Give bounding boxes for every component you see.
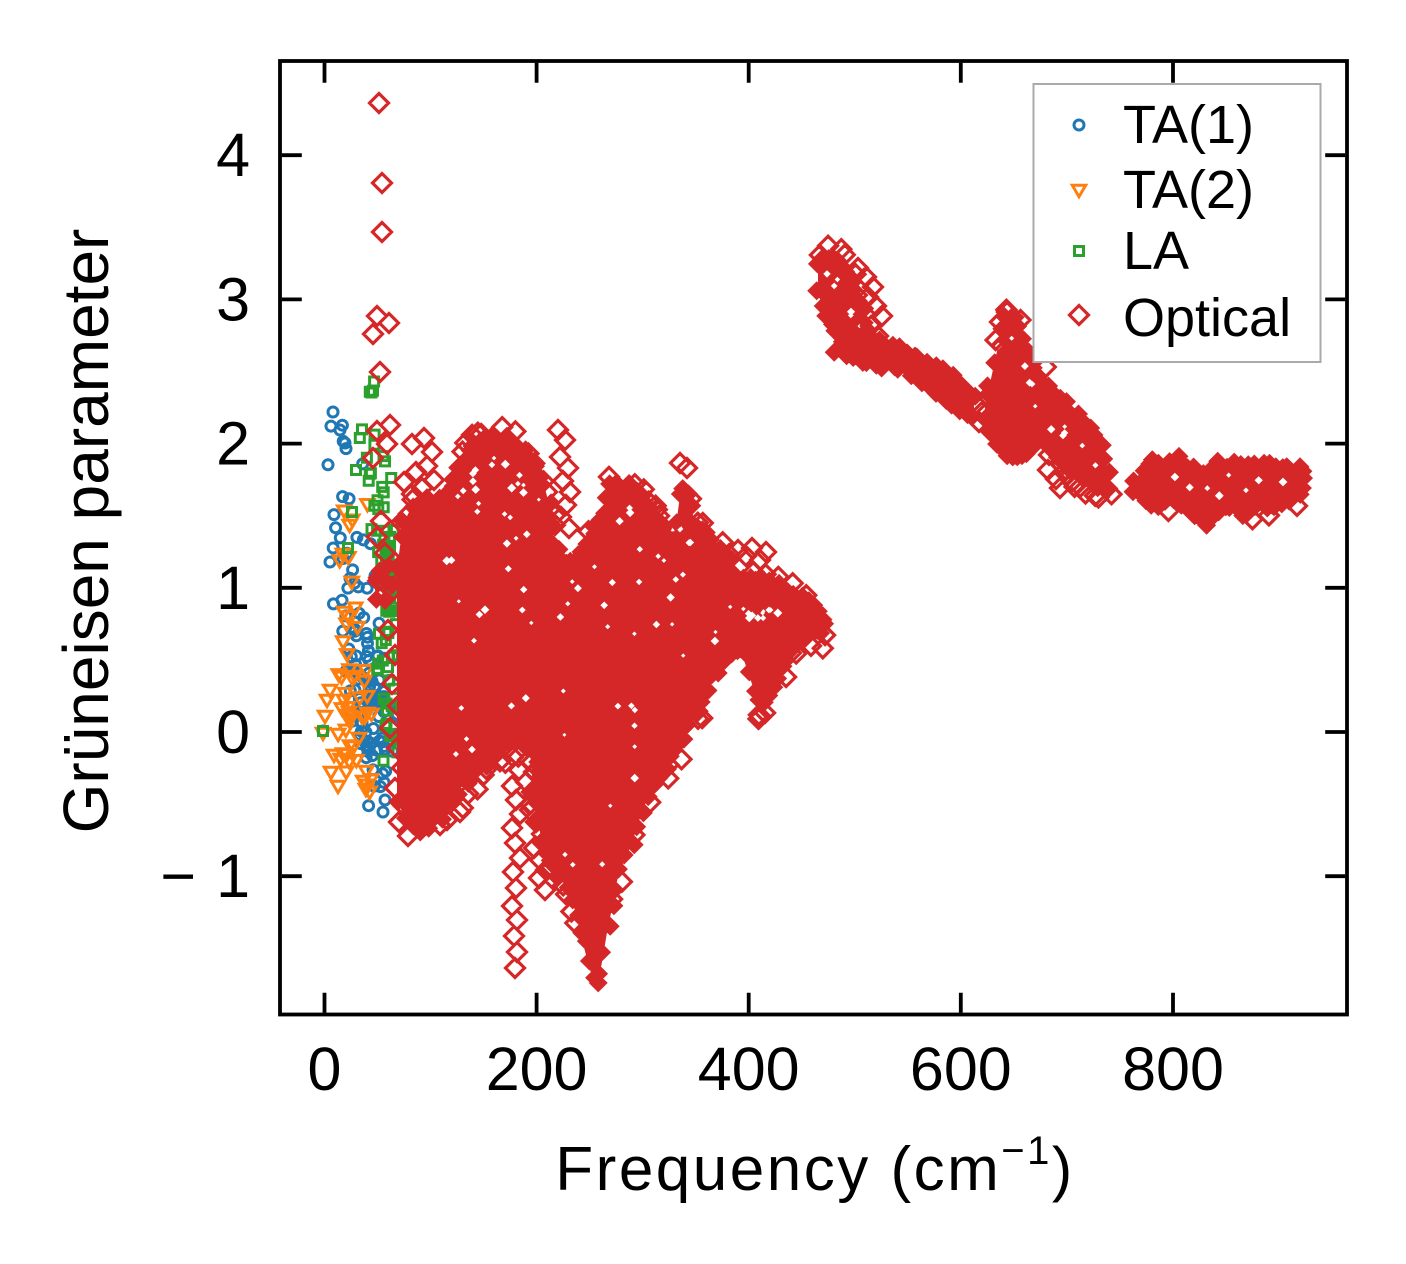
svg-text:LA: LA: [1123, 221, 1189, 281]
svg-text:Frequency (cm−1): Frequency (cm−1): [555, 1129, 1074, 1204]
svg-text:−: −: [160, 842, 196, 910]
svg-text:400: 400: [698, 1035, 800, 1103]
svg-text:200: 200: [486, 1035, 588, 1103]
svg-text:TA(1): TA(1): [1123, 95, 1254, 155]
svg-text:4: 4: [216, 121, 250, 189]
svg-text:TA(2): TA(2): [1123, 160, 1254, 220]
svg-text:Optical: Optical: [1123, 288, 1291, 348]
svg-text:2: 2: [216, 410, 250, 478]
svg-text:Grüneisen parameter: Grüneisen parameter: [50, 229, 122, 834]
svg-text:0: 0: [216, 698, 250, 766]
svg-text:0: 0: [308, 1035, 342, 1103]
svg-text:3: 3: [216, 265, 250, 333]
svg-text:600: 600: [910, 1035, 1012, 1103]
svg-text:1: 1: [216, 842, 250, 910]
svg-text:1: 1: [216, 554, 250, 622]
svg-text:800: 800: [1122, 1035, 1224, 1103]
